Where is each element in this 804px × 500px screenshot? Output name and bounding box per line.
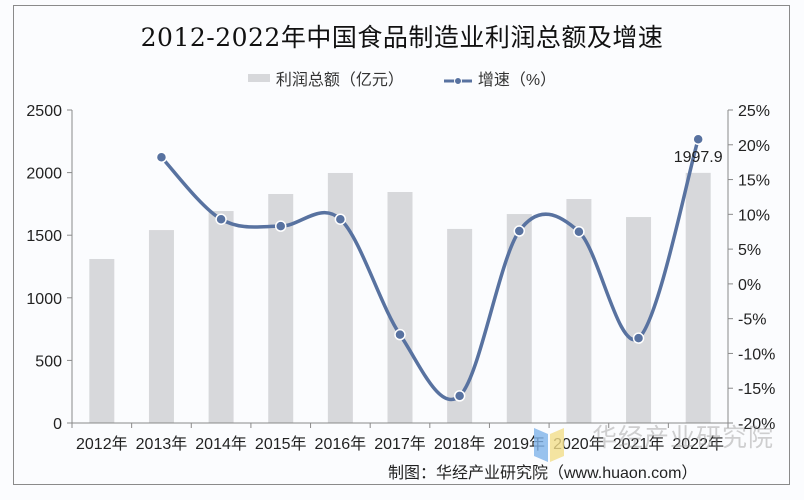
x-axis-tick-label: 2014年 [195, 435, 247, 453]
left-axis-tick-label: 0 [53, 416, 62, 433]
line-marker-swatch-icon [443, 73, 472, 85]
growth-line [159, 137, 700, 401]
watermark-text: 华经产业研究院 [592, 424, 775, 452]
legend-label-profit: 利润总额（亿元） [275, 72, 404, 89]
right-axis-tick-label: -20% [738, 416, 775, 433]
right-axis-tick-label: 5% [738, 242, 761, 259]
right-axis-tick-label: 20% [738, 138, 770, 155]
legend: 利润总额（亿元） 增速（%） [0, 66, 804, 90]
bar-2016年 [327, 172, 353, 423]
right-axis-tick-label: 0% [738, 277, 761, 294]
x-axis-tick-label: 2013年 [136, 435, 188, 453]
growth-marker [334, 213, 347, 225]
growth-marker [394, 328, 406, 341]
legend-item-profit: 利润总额（亿元） [247, 66, 404, 90]
x-axis-tick-label: 2018年 [434, 435, 486, 453]
right-axis-tick-label: -5% [738, 312, 766, 329]
growth-marker [453, 390, 466, 402]
bar-series [89, 172, 711, 423]
left-axis-tick-label: 2500 [26, 103, 62, 120]
data-label: 1997.9 [674, 149, 723, 166]
bar-2015年 [268, 194, 294, 423]
bar-2014年 [208, 211, 234, 423]
bar-2021年 [626, 217, 652, 423]
left-axis-tick-label: 1500 [26, 228, 62, 245]
x-axis-tick-label: 2015年 [255, 435, 307, 453]
bar-2012年 [89, 258, 115, 423]
x-axis-tick-label: 2016年 [315, 435, 367, 453]
right-axis-tick-label: 10% [738, 207, 770, 224]
growth-marker [573, 225, 585, 238]
growth-marker [692, 133, 704, 145]
x-axis-tick-label: 2019年 [493, 435, 545, 453]
bar-2017年 [387, 192, 413, 423]
watermark-logo-icon [534, 428, 564, 462]
x-axis-tick-label: 2022年 [672, 435, 724, 453]
growth-marker [155, 151, 168, 164]
growth-marker [632, 332, 645, 344]
right-axis-tick-label: -10% [738, 346, 775, 363]
bar-swatch-icon [247, 74, 270, 82]
source-note: 制图：华经产业研究院（www.huaon.com） [388, 465, 698, 482]
growth-marker [513, 225, 526, 237]
x-axis-tick-label: 2021年 [613, 435, 665, 453]
growth-marker [274, 220, 287, 232]
axes [67, 109, 733, 428]
x-axis-tick-label: 2012年 [76, 435, 128, 453]
bar-2013年 [148, 230, 174, 423]
line-series [155, 133, 704, 402]
x-axis-tick-label: 2020年 [553, 435, 605, 453]
left-axis-tick-label: 2000 [26, 166, 62, 183]
x-axis-tick-label: 2017年 [374, 435, 426, 453]
legend-label-growth: 增速（%） [477, 72, 557, 89]
right-axis-tick-label: 15% [738, 173, 770, 190]
growth-marker [215, 213, 227, 225]
legend-item-growth: 增速（%） [443, 66, 557, 90]
left-axis-tick-label: 1000 [26, 291, 62, 308]
left-axis-tick-label: 500 [35, 353, 62, 370]
chart-title: 2012-2022年中国食品制造业利润总额及增速 [140, 23, 664, 52]
bar-2022年 [685, 172, 711, 423]
right-axis-tick-label: 25% [738, 103, 770, 120]
axis-labels: 0 500 1000 1500 2000 2500 -20% -15% -10% -5% 0% 5% 1… [26, 103, 775, 453]
right-axis-tick-label: -15% [738, 381, 775, 398]
